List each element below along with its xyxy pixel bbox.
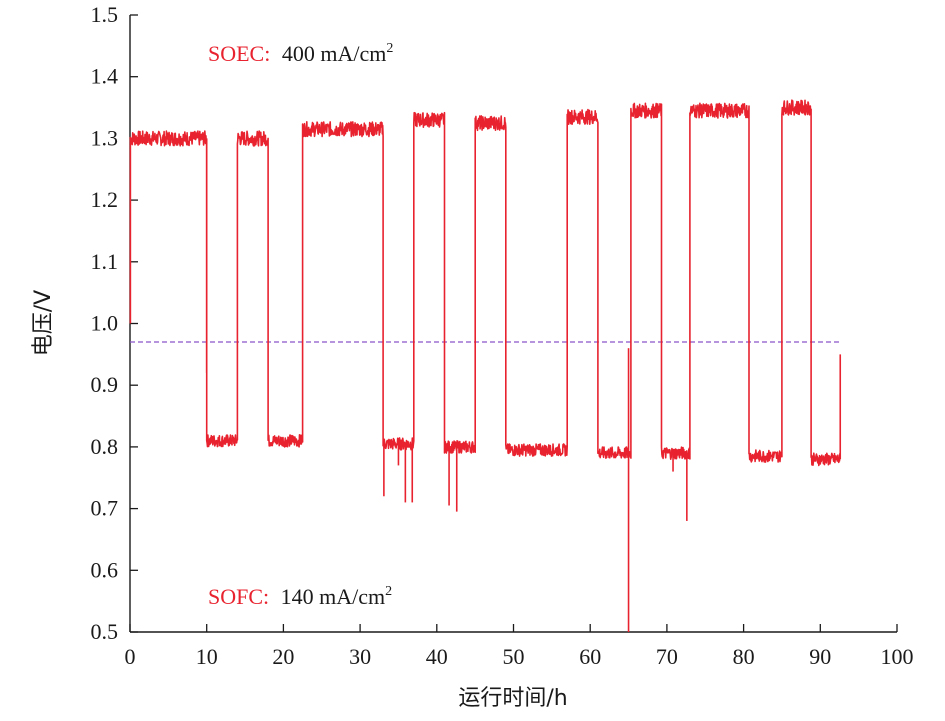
y-tick-label: 1.3 [91, 125, 119, 150]
soec-annotation-sup: 2 [386, 41, 393, 56]
sofc-annotation-label: SOFC: [208, 584, 269, 609]
x-tick-label: 60 [579, 644, 601, 669]
soec-annotation-label: SOEC: [208, 41, 270, 66]
y-tick-label: 1.4 [91, 64, 119, 89]
x-tick-label: 10 [196, 644, 218, 669]
voltage-spikes [129, 138, 842, 632]
y-tick-label: 1.0 [91, 311, 119, 336]
y-tick-label: 0.7 [91, 496, 119, 521]
x-tick-label: 100 [881, 644, 914, 669]
y-ticks: 0.5 0.6 0.7 0.8 0.9 1.0 1.1 1.2 1.3 1.4 1.5 [91, 2, 138, 644]
soec-annotation: SOEC: 400 mA/cm2 [208, 41, 393, 66]
x-tick-label: 50 [503, 644, 525, 669]
sofc-annotation-value: 140 mA/cm [281, 584, 386, 609]
x-tick-label: 30 [349, 644, 371, 669]
x-tick-label: 40 [426, 644, 448, 669]
x-axis-title: 运行时间/h [458, 686, 567, 711]
y-axis-title: 电压/V [31, 290, 56, 356]
sofc-annotation-sup: 2 [385, 584, 392, 599]
soec-annotation-value: 400 mA/cm [282, 41, 387, 66]
y-tick-label: 0.9 [91, 372, 119, 397]
y-tick-label: 0.5 [91, 619, 119, 644]
x-tick-label: 0 [125, 644, 136, 669]
x-ticks: 0 10 20 30 40 50 60 70 80 90 100 [125, 624, 914, 669]
y-tick-label: 1.5 [91, 2, 119, 27]
y-tick-label: 0.6 [91, 557, 119, 582]
voltage-series-line [129, 99, 841, 467]
x-tick-label: 20 [272, 644, 294, 669]
sofc-annotation: SOFC: 140 mA/cm2 [208, 584, 392, 609]
x-tick-label: 70 [656, 644, 678, 669]
y-tick-label: 1.1 [91, 249, 119, 274]
y-tick-label: 0.8 [91, 434, 119, 459]
x-tick-label: 80 [733, 644, 755, 669]
x-tick-label: 90 [809, 644, 831, 669]
y-tick-label: 1.2 [91, 187, 119, 212]
